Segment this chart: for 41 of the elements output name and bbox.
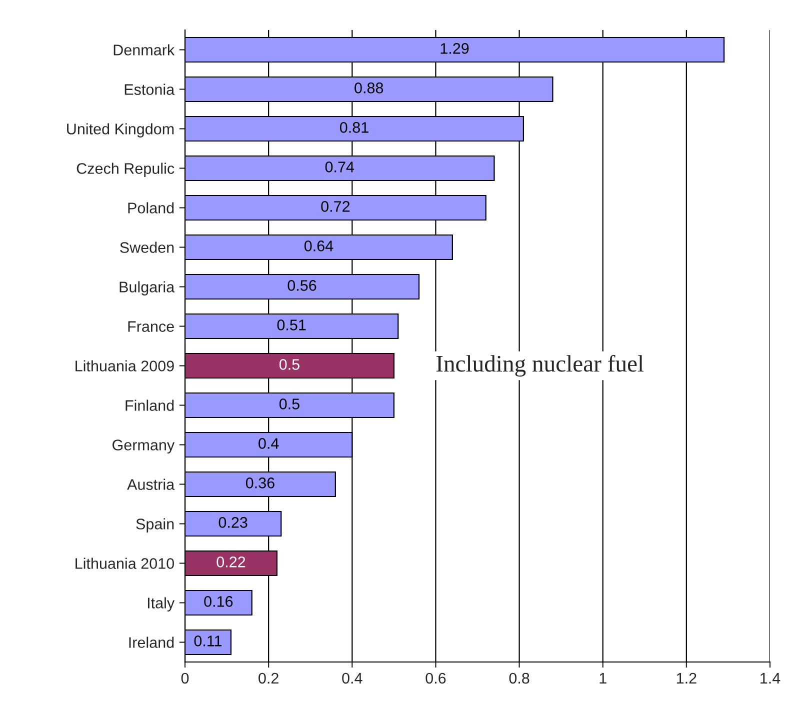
y-tick-label: Sweden xyxy=(120,242,174,253)
x-tick-label: 1.4 xyxy=(760,672,780,684)
y-tick-label: Lithuania 2009 xyxy=(76,360,174,372)
x-tick-label: 1.2 xyxy=(676,672,696,684)
data-label: 0.11 xyxy=(194,636,222,646)
data-label: 0.51 xyxy=(277,320,306,330)
x-tick-label: 0 xyxy=(181,672,189,684)
x-tick-label: 0.4 xyxy=(342,672,362,684)
y-tick-label: Poland xyxy=(128,202,174,214)
y-tick-label: France xyxy=(128,321,174,332)
y-tick-label: Finland xyxy=(126,400,174,411)
y-tick-label: Spain xyxy=(136,518,174,532)
data-label: 0.36 xyxy=(246,478,274,488)
y-tick-label: Czech Repulic xyxy=(76,162,174,177)
data-label: 0.16 xyxy=(204,596,233,607)
data-label: 0.56 xyxy=(288,280,316,291)
y-tick-label: Estonia xyxy=(124,84,175,95)
data-label: 1.29 xyxy=(440,43,469,54)
data-label: 0.81 xyxy=(340,122,368,133)
x-tick-label: 1 xyxy=(600,672,606,684)
annotation: Including nuclear fuel xyxy=(436,354,644,377)
data-label: 0.64 xyxy=(304,240,334,252)
y-tick-label: Germany xyxy=(112,440,175,454)
data-label: 0.88 xyxy=(354,82,384,94)
y-tick-label: Lithuania 2010 xyxy=(76,558,174,569)
x-tick-label: 0.6 xyxy=(426,672,446,684)
data-label: 0.23 xyxy=(218,517,248,528)
data-label: 0.72 xyxy=(321,201,350,212)
data-label: 0.74 xyxy=(325,162,354,172)
data-label: 0.5 xyxy=(279,398,300,410)
x-tick-label: 0.8 xyxy=(509,672,530,684)
y-tick-label: Ireland xyxy=(129,636,174,648)
y-tick-label: United Kingdom xyxy=(67,123,174,138)
data-label: 0.22 xyxy=(216,556,246,568)
data-label: 0.4 xyxy=(258,438,279,449)
y-tick-label: Bulgaria xyxy=(120,281,175,296)
y-tick-label: Italy xyxy=(148,597,175,612)
x-tick-label: 0.2 xyxy=(258,672,278,684)
data-label: 0.5 xyxy=(279,359,300,370)
y-tick-label: Denmark xyxy=(114,44,175,56)
y-tick-label: Austria xyxy=(127,478,175,490)
